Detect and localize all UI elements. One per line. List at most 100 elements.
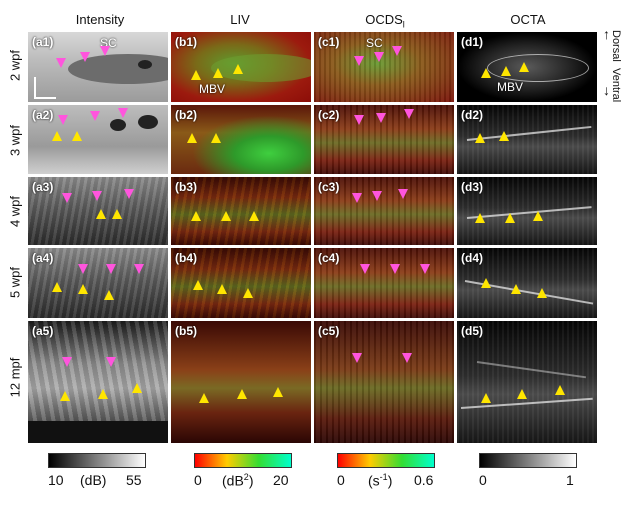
row-label-12mpf: 12 mpf <box>7 357 23 398</box>
colorbar-intensity <box>48 453 146 468</box>
yellow-arrow <box>78 284 88 294</box>
panel-label: (c4) <box>318 251 340 265</box>
magenta-arrow <box>58 115 68 125</box>
vessel-line <box>466 125 592 141</box>
unit-sup: 2 <box>243 472 249 482</box>
magenta-arrow <box>390 264 400 274</box>
yellow-arrow <box>72 131 82 141</box>
panel-label: (d1) <box>461 35 483 49</box>
dark-band <box>28 421 168 443</box>
yellow-arrow <box>499 131 509 141</box>
magenta-arrow <box>360 264 370 274</box>
magenta-arrow <box>392 46 402 56</box>
row-label-2wpf: 2 wpf <box>7 49 23 82</box>
panel-label: (d3) <box>461 180 483 194</box>
colorbar-ocds <box>337 453 435 468</box>
yellow-arrow <box>52 131 62 141</box>
yellow-arrow <box>475 133 485 143</box>
magenta-arrow <box>134 264 144 274</box>
colorbar-ocds-min: 0 <box>337 472 345 488</box>
scale-bar-vertical <box>34 77 36 99</box>
magenta-arrow <box>100 46 110 56</box>
colorbar-intensity-max: 55 <box>126 472 142 488</box>
yellow-arrow <box>191 70 201 80</box>
panel-a3: (a3) <box>28 177 168 245</box>
yellow-arrow <box>237 389 247 399</box>
magenta-arrow <box>56 58 66 68</box>
yellow-arrow <box>537 288 547 298</box>
row-label-4wpf: 4 wpf <box>7 195 23 228</box>
panel-a5: (a5) <box>28 321 168 443</box>
magenta-arrow <box>106 264 116 274</box>
scale-bar <box>34 97 56 99</box>
colorbar-ocds-max: 0.6 <box>414 472 434 488</box>
fish-silhouette <box>211 54 311 82</box>
magenta-arrow <box>372 191 382 201</box>
yellow-arrow <box>511 284 521 294</box>
panel-label: (c1) <box>318 35 340 49</box>
yellow-arrow <box>199 393 209 403</box>
magenta-arrow <box>354 115 364 125</box>
yellow-arrow <box>187 133 197 143</box>
panel-a4: (a4) <box>28 248 168 318</box>
colorbar-liv-max: 20 <box>273 472 289 488</box>
yellow-arrow <box>217 284 227 294</box>
yellow-arrow <box>249 211 259 221</box>
panel-b1: (b1) MBV <box>171 32 311 102</box>
vessel-line <box>476 361 587 379</box>
yellow-arrow <box>517 389 527 399</box>
colorbar-octa-min: 0 <box>479 472 487 488</box>
panel-label: (b3) <box>175 180 197 194</box>
colorbar-intensity-min: 10 <box>48 472 64 488</box>
panel-label: (d2) <box>461 108 483 122</box>
yellow-arrow <box>481 393 491 403</box>
panel-c4: (c4) <box>314 248 454 318</box>
yellow-arrow <box>481 68 491 78</box>
panel-d1: (d1) MBV <box>457 32 597 102</box>
panel-label: (a1) <box>32 35 54 49</box>
magenta-arrow <box>106 357 116 367</box>
yellow-arrow <box>481 278 491 288</box>
magenta-arrow <box>402 353 412 363</box>
panel-b3: (b3) <box>171 177 311 245</box>
panel-label: (b2) <box>175 108 197 122</box>
panel-label: (a5) <box>32 324 54 338</box>
magenta-arrow <box>118 108 128 118</box>
arrow-down-icon: ↓ <box>603 82 610 98</box>
yellow-arrow <box>191 211 201 221</box>
magenta-arrow <box>354 56 364 66</box>
magenta-arrow <box>124 189 134 199</box>
magenta-arrow <box>374 52 384 62</box>
panel-c3: (c3) <box>314 177 454 245</box>
panel-d2: (d2) <box>457 105 597 174</box>
arrow-up-icon: ↑ <box>603 26 610 42</box>
column-header-octa: OCTA <box>510 12 546 27</box>
yellow-arrow <box>104 290 114 300</box>
column-header-intensity: Intensity <box>75 12 125 27</box>
magenta-arrow <box>376 113 386 123</box>
colorbar-liv <box>194 453 292 468</box>
mbv-annotation: MBV <box>497 80 524 94</box>
column-header-ocds: OCDSl <box>315 12 455 30</box>
unit-text: (dB <box>222 472 244 489</box>
panel-d4: (d4) <box>457 248 597 318</box>
colorbar-liv-min: 0 <box>194 472 202 488</box>
panel-label: (d5) <box>461 324 483 338</box>
ventral-label: Ventral <box>610 68 622 103</box>
panel-c2: (c2) <box>314 105 454 174</box>
ocds-subscript: l <box>402 19 405 30</box>
eye-shape <box>138 115 158 129</box>
panel-d5: (d5) <box>457 321 597 443</box>
panel-label: (b4) <box>175 251 197 265</box>
magenta-arrow <box>62 193 72 203</box>
panel-b5: (b5) <box>171 321 311 443</box>
panel-b4: (b4) <box>171 248 311 318</box>
unit-text-close: ) <box>387 472 393 489</box>
row-label-5wpf: 5 wpf <box>7 266 23 299</box>
panel-b2: (b2) <box>171 105 311 174</box>
panel-label: (b1) <box>175 35 197 49</box>
magenta-arrow <box>90 111 100 121</box>
panel-label: (d4) <box>461 251 483 265</box>
magenta-arrow <box>78 264 88 274</box>
yellow-arrow <box>233 64 243 74</box>
